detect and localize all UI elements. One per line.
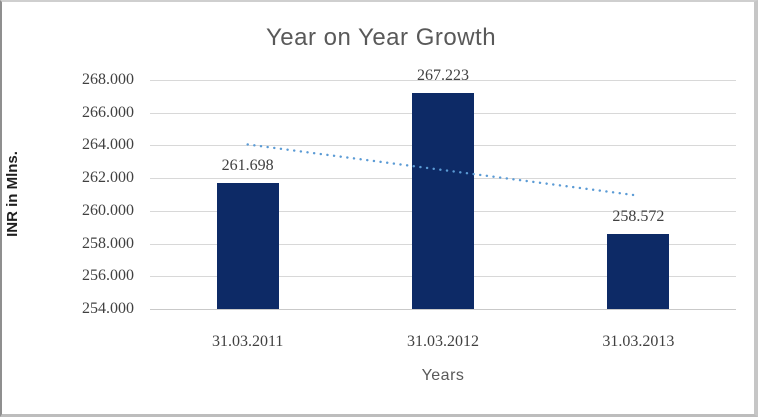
x-axis-category-label: 31.03.2013	[602, 333, 675, 350]
plot-area: 268.000 266.000 264.000 262.000 260.000 258.0…	[82, 67, 736, 350]
bar-data-label: 267.223	[417, 66, 469, 84]
chart-title: Year on Year Growth	[265, 24, 497, 51]
x-axis-title: Years	[421, 367, 465, 384]
y-axis-title: INR in Mlns.	[4, 151, 21, 237]
x-axis-category-label: 31.03.2012	[407, 333, 479, 350]
y-axis-tick-label: 262.000	[82, 169, 134, 187]
bar-31.03.2011	[216, 183, 279, 309]
y-axis-tick-label: 254.000	[82, 300, 134, 317]
bar-31.03.2012	[412, 92, 474, 309]
bar-data-label: 261.698	[221, 157, 274, 175]
bar-31.03.2013	[607, 234, 670, 309]
y-axis-tick-label: 264.000	[82, 136, 134, 154]
y-axis-tick-label: 260.000	[82, 201, 134, 219]
gridline	[150, 309, 736, 310]
gridline	[150, 80, 736, 81]
x-axis-category-label: 31.03.2011	[211, 333, 284, 350]
y-axis-tick-label: 258.000	[82, 234, 134, 252]
y-axis-tick-label: 266.000	[82, 103, 134, 121]
y-axis-tick-label: 256.000	[82, 267, 134, 285]
y-axis-tick-label: 268.000	[82, 71, 134, 88]
bar-data-label: 258.572	[612, 208, 665, 226]
